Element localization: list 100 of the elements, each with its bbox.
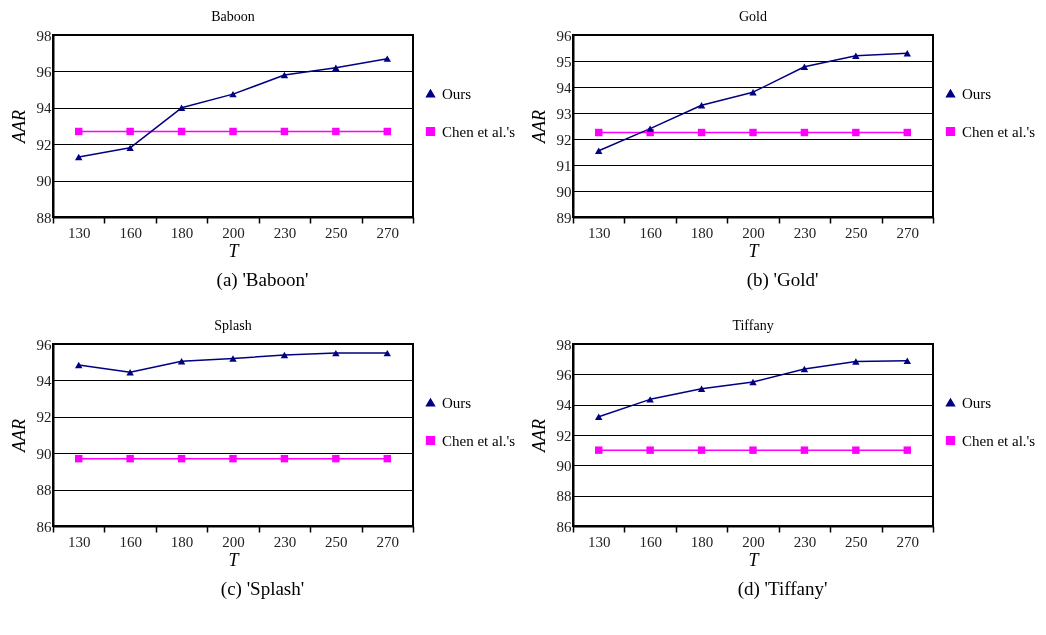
y-tick-label: 86 — [36, 518, 52, 535]
legend-label: Chen et al.'s — [442, 432, 516, 449]
y-tick-label: 86 — [556, 518, 572, 535]
point — [903, 446, 911, 454]
point — [75, 153, 83, 161]
text: (b) 'Gold' — [746, 269, 819, 291]
point — [852, 358, 860, 365]
x-tick-label: 200 — [222, 533, 245, 550]
y-tick-label: 90 — [556, 457, 572, 474]
point — [126, 127, 134, 136]
point — [177, 358, 186, 365]
y-tick-label: 90 — [36, 445, 52, 462]
x-axis-title: T — [748, 240, 761, 261]
y-tick-label: 98 — [36, 27, 52, 44]
y-tick-label: 98 — [556, 336, 572, 353]
y-tick-label: 92 — [36, 136, 52, 153]
point — [383, 55, 391, 62]
point — [852, 52, 860, 60]
y-tick-label: 88 — [36, 209, 52, 226]
point — [126, 144, 134, 152]
x-tick-label: 270 — [376, 533, 400, 550]
x-tick-label: 230 — [793, 224, 817, 241]
y-axis-title: AAR — [8, 110, 29, 144]
x-tick-label: 250 — [845, 224, 868, 241]
x-tick-label: 200 — [742, 533, 765, 550]
point — [749, 446, 757, 454]
point — [332, 349, 340, 357]
point — [595, 446, 603, 454]
y-tick-label: 88 — [36, 482, 52, 499]
y-tick-label: 92 — [36, 409, 52, 426]
x-axis-title: T — [228, 549, 241, 570]
point — [646, 396, 654, 403]
point — [749, 128, 757, 137]
point — [697, 385, 706, 392]
x-tick-label: 160 — [639, 224, 662, 241]
x-tick-label: 230 — [793, 533, 817, 550]
legend-label: Ours — [442, 394, 472, 411]
point — [75, 361, 83, 369]
chart-title: Splash — [214, 318, 252, 333]
chart-title: Tiffany — [732, 318, 774, 333]
point — [126, 454, 134, 463]
y-tick-label: 88 — [556, 488, 572, 505]
y-tick-label: 94 — [36, 372, 52, 389]
y-tick-label: 94 — [36, 100, 52, 117]
point — [229, 127, 237, 136]
x-tick-label: 130 — [587, 533, 611, 550]
x-tick-label: 180 — [690, 224, 714, 241]
legend-label: Chen et al.'s — [962, 123, 1036, 140]
legend-label: Ours — [442, 85, 472, 102]
y-tick-label: 90 — [556, 183, 572, 200]
point — [229, 454, 237, 463]
y-tick-label: 89 — [556, 209, 572, 226]
x-axis-title: T — [228, 240, 241, 261]
y-tick-label: 95 — [556, 53, 572, 70]
point — [280, 351, 289, 359]
y-tick-label: 94 — [556, 397, 572, 414]
x-tick-label: 250 — [845, 533, 868, 550]
x-tick-label: 230 — [273, 533, 297, 550]
x-tick-label: 200 — [222, 224, 245, 241]
point — [229, 355, 237, 362]
y-axis-title: AAR — [528, 419, 549, 453]
point — [749, 378, 757, 386]
x-tick-label: 160 — [119, 533, 142, 550]
x-tick-label: 250 — [325, 533, 348, 550]
x-tick-label: 270 — [896, 224, 920, 241]
legend-label: Ours — [962, 85, 992, 102]
legend-label: Ours — [962, 394, 992, 411]
y-tick-label: 92 — [556, 427, 572, 444]
point — [177, 104, 186, 112]
x-tick-label: 130 — [67, 533, 91, 550]
y-axis-title: AAR — [528, 110, 549, 144]
y-tick-label: 96 — [556, 366, 572, 383]
point — [800, 63, 809, 70]
point — [383, 349, 391, 357]
y-tick-label: 90 — [36, 173, 52, 190]
y-tick-label: 96 — [36, 63, 52, 80]
text: (a) 'Baboon' — [216, 269, 309, 291]
legend-label: Chen et al.'s — [962, 432, 1036, 449]
y-axis-title: AAR — [8, 419, 29, 453]
point — [800, 446, 809, 454]
x-tick-label: 270 — [376, 224, 400, 241]
point — [595, 147, 603, 154]
x-tick-label: 180 — [170, 224, 194, 241]
y-tick-label: 96 — [36, 336, 52, 353]
x-tick-label: 250 — [325, 224, 348, 241]
point — [852, 128, 860, 137]
x-tick-label: 180 — [690, 533, 714, 550]
x-tick-label: 130 — [587, 224, 611, 241]
x-tick-label: 230 — [273, 224, 297, 241]
y-tick-label: 92 — [556, 131, 572, 148]
x-tick-label: 180 — [170, 533, 194, 550]
point — [332, 454, 340, 463]
chart-title: Baboon — [211, 9, 255, 24]
point — [595, 413, 603, 421]
text: (d) 'Tiffany' — [737, 578, 828, 600]
legend-label: Chen et al.'s — [442, 123, 516, 140]
x-tick-label: 130 — [67, 224, 91, 241]
point — [646, 125, 654, 132]
x-tick-label: 160 — [639, 533, 662, 550]
point — [852, 446, 860, 454]
